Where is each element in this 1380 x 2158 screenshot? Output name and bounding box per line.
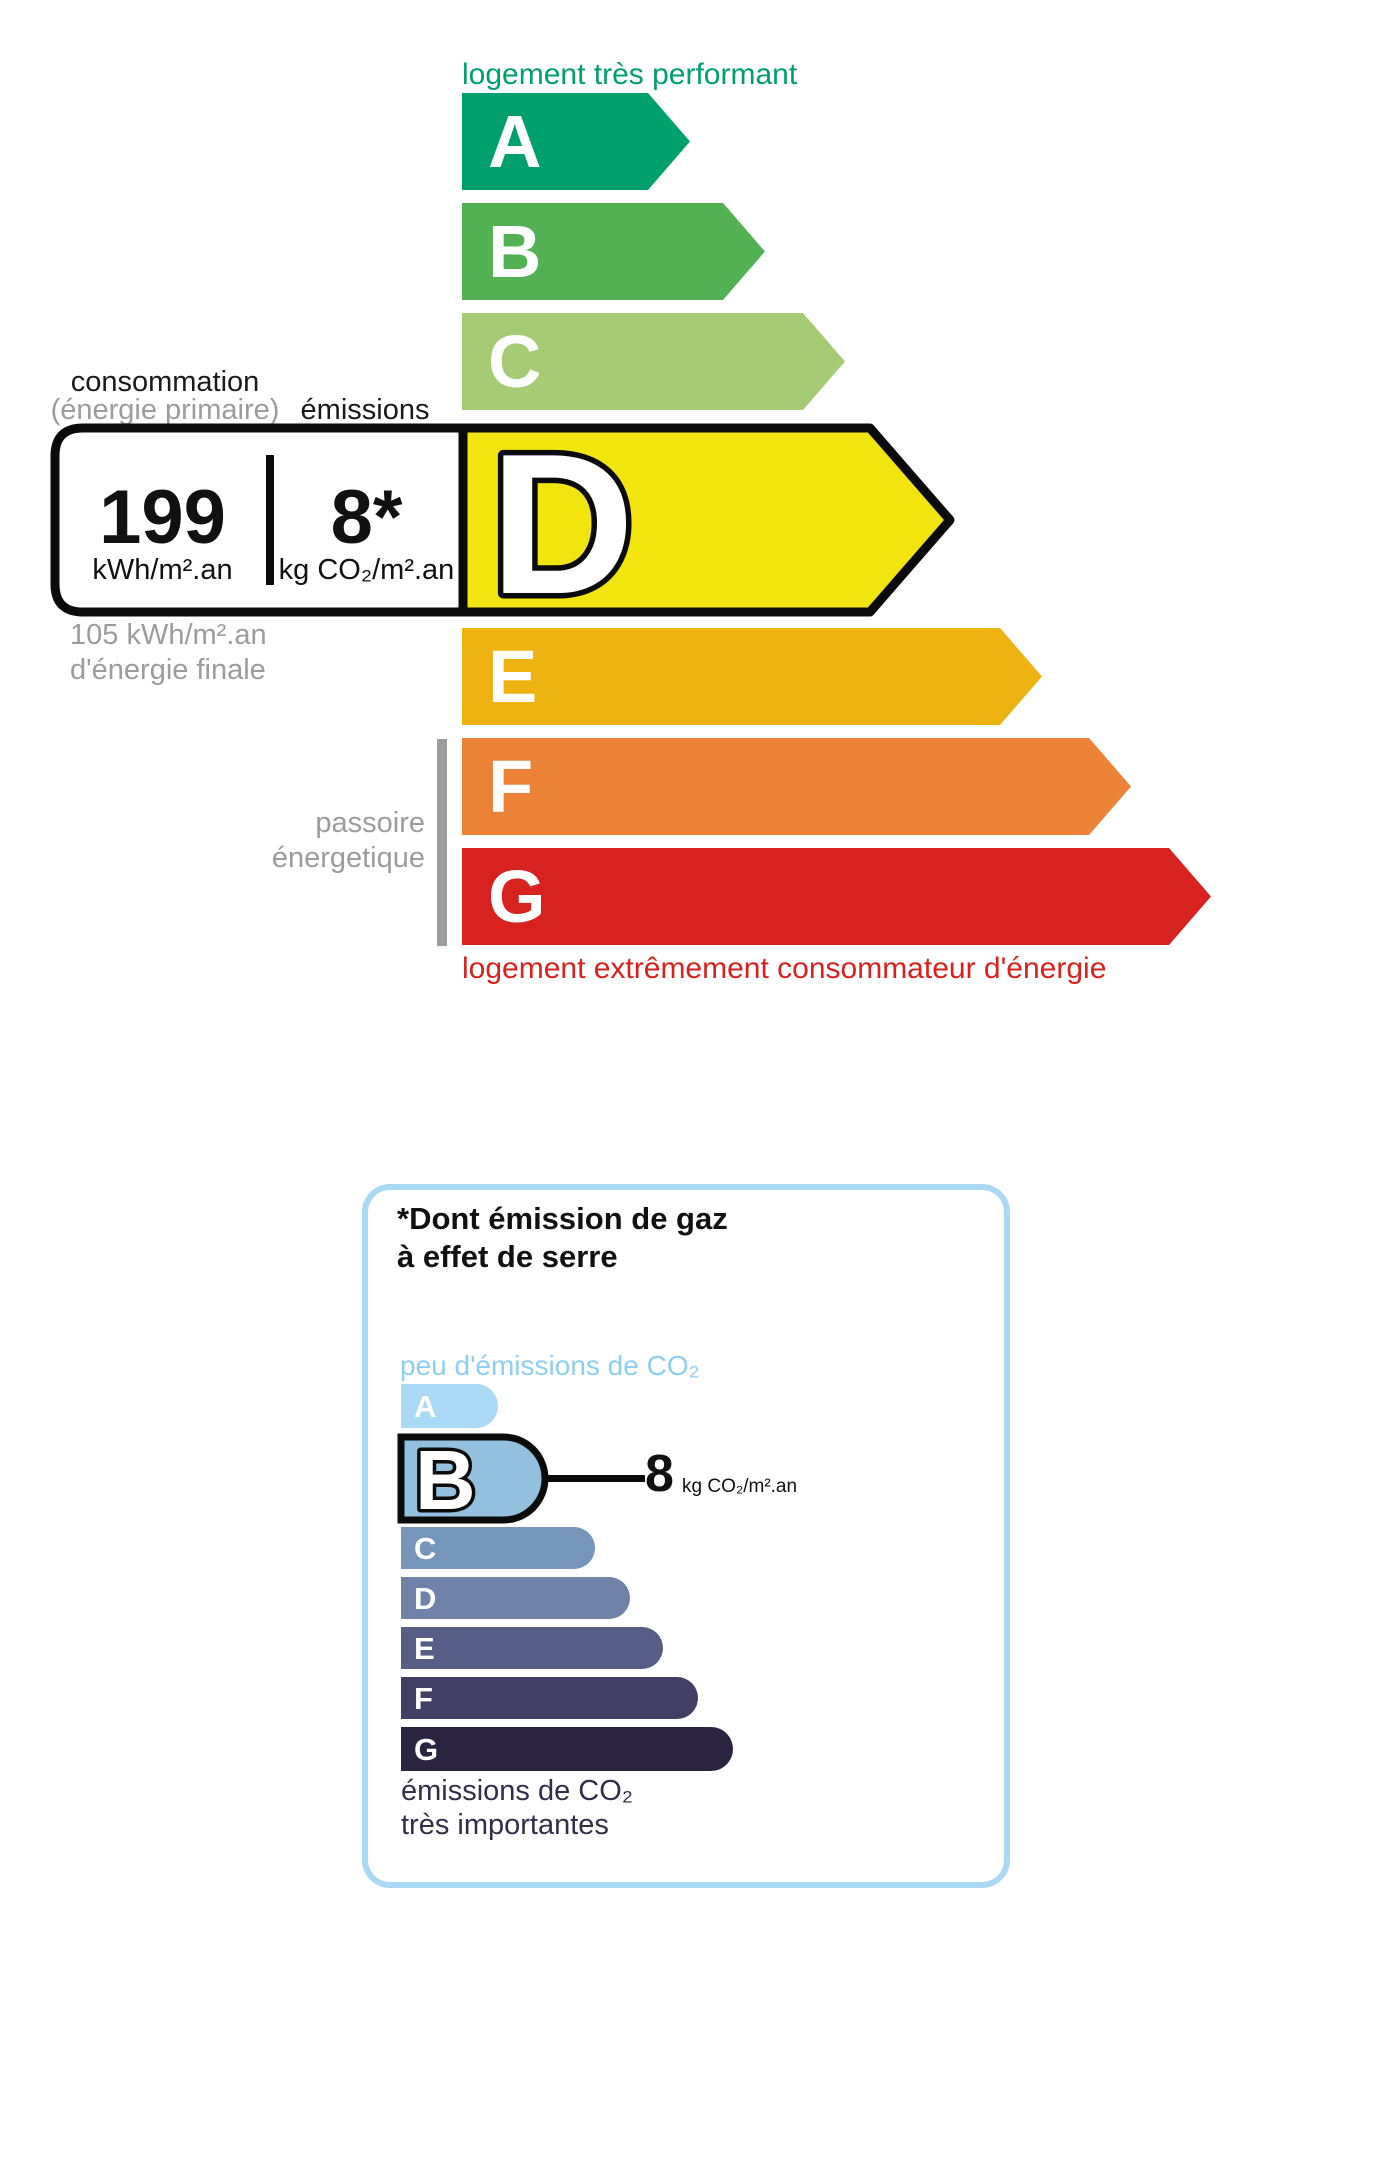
consumption-unit: kWh/m².an [92, 554, 233, 586]
energy-class-letter-d: D [490, 413, 634, 625]
caption-very-efficient: logement très performant [462, 58, 798, 91]
energy-class-arrow-d [458, 423, 955, 617]
ges-current-class-b: B [397, 1431, 645, 1526]
ges-caption-high-line1: émissions de CO₂ [401, 1775, 634, 1807]
energy-class-arrow-g: G [462, 848, 1211, 945]
energy-class-letter-g: G [488, 854, 546, 938]
ges-unit: kg CO₂/m².an [682, 1476, 798, 1497]
ges-class-bar-d: D [401, 1577, 630, 1619]
value-box-outline [50, 423, 468, 617]
energy-sieve-line2: énergetique [271, 842, 425, 874]
consumption-header: consommation [70, 366, 260, 398]
emissions-unit: kg CO₂/m².an [278, 554, 455, 586]
energy-class-letter-a: A [488, 99, 542, 183]
energy-class-letter-c: C [488, 319, 542, 403]
ges-class-letter-e: E [414, 1630, 435, 1666]
ges-caption-high-line2: très importantes [401, 1809, 609, 1841]
final-energy-line1: 105 kWh/m².an [70, 619, 267, 651]
ges-class-letter-d: D [414, 1580, 437, 1616]
caption-very-consuming: logement extrêmement consommateur d'éner… [462, 952, 1107, 985]
ges-class-letter-a: A [414, 1388, 437, 1424]
final-energy-note: 105 kWh/m².an d'énergie finale [70, 618, 267, 688]
primary-energy-subheader: (énergie primaire) [50, 394, 280, 426]
ges-class-letter-c: C [414, 1530, 437, 1566]
energy-class-arrow-a: A [462, 93, 690, 190]
ges-class-letter-g: G [414, 1731, 439, 1767]
energy-class-letter-e: E [488, 634, 538, 718]
current-class-d-arrow: D [50, 410, 955, 625]
ges-panel-title: *Dont émission de gaz à effet de serre [397, 1200, 728, 1276]
ges-title-line2: à effet de serre [397, 1239, 618, 1274]
ges-value: 8 [645, 1445, 674, 1503]
emissions-header: émissions [300, 394, 430, 426]
energy-sieve-line1: passoire [315, 807, 425, 839]
energy-class-letter-b: B [488, 209, 542, 293]
ges-class-bar-b [397, 1433, 549, 1524]
ges-title-line1: *Dont émission de gaz [397, 1201, 728, 1236]
ges-caption-low: peu d'émissions de CO₂ [400, 1350, 700, 1381]
energy-sieve-bracket-bar [437, 739, 447, 946]
ges-class-bar-f: F [401, 1677, 698, 1719]
energy-class-arrow-f: F [462, 738, 1131, 835]
ges-class-bar-g: G [401, 1727, 733, 1771]
consumption-value: 199 [99, 475, 226, 560]
ges-class-bar-e: E [401, 1627, 663, 1669]
ges-class-bar-a: A [401, 1384, 498, 1428]
final-energy-line2: d'énergie finale [70, 654, 266, 686]
ges-class-letter-b: B [415, 1433, 476, 1526]
ges-class-letter-f: F [414, 1680, 433, 1716]
energy-class-letter-f: F [488, 744, 534, 828]
energy-sieve-label: passoire énergetique [175, 806, 425, 876]
emissions-value: 8* [330, 475, 403, 560]
ges-caption-high: émissions de CO₂ très importantes [401, 1774, 633, 1842]
ges-class-bar-c: C [401, 1527, 595, 1569]
energy-class-arrow-e: E [462, 628, 1042, 725]
energy-class-arrow-b: B [462, 203, 765, 300]
energy-class-arrow-c: C [462, 313, 845, 410]
